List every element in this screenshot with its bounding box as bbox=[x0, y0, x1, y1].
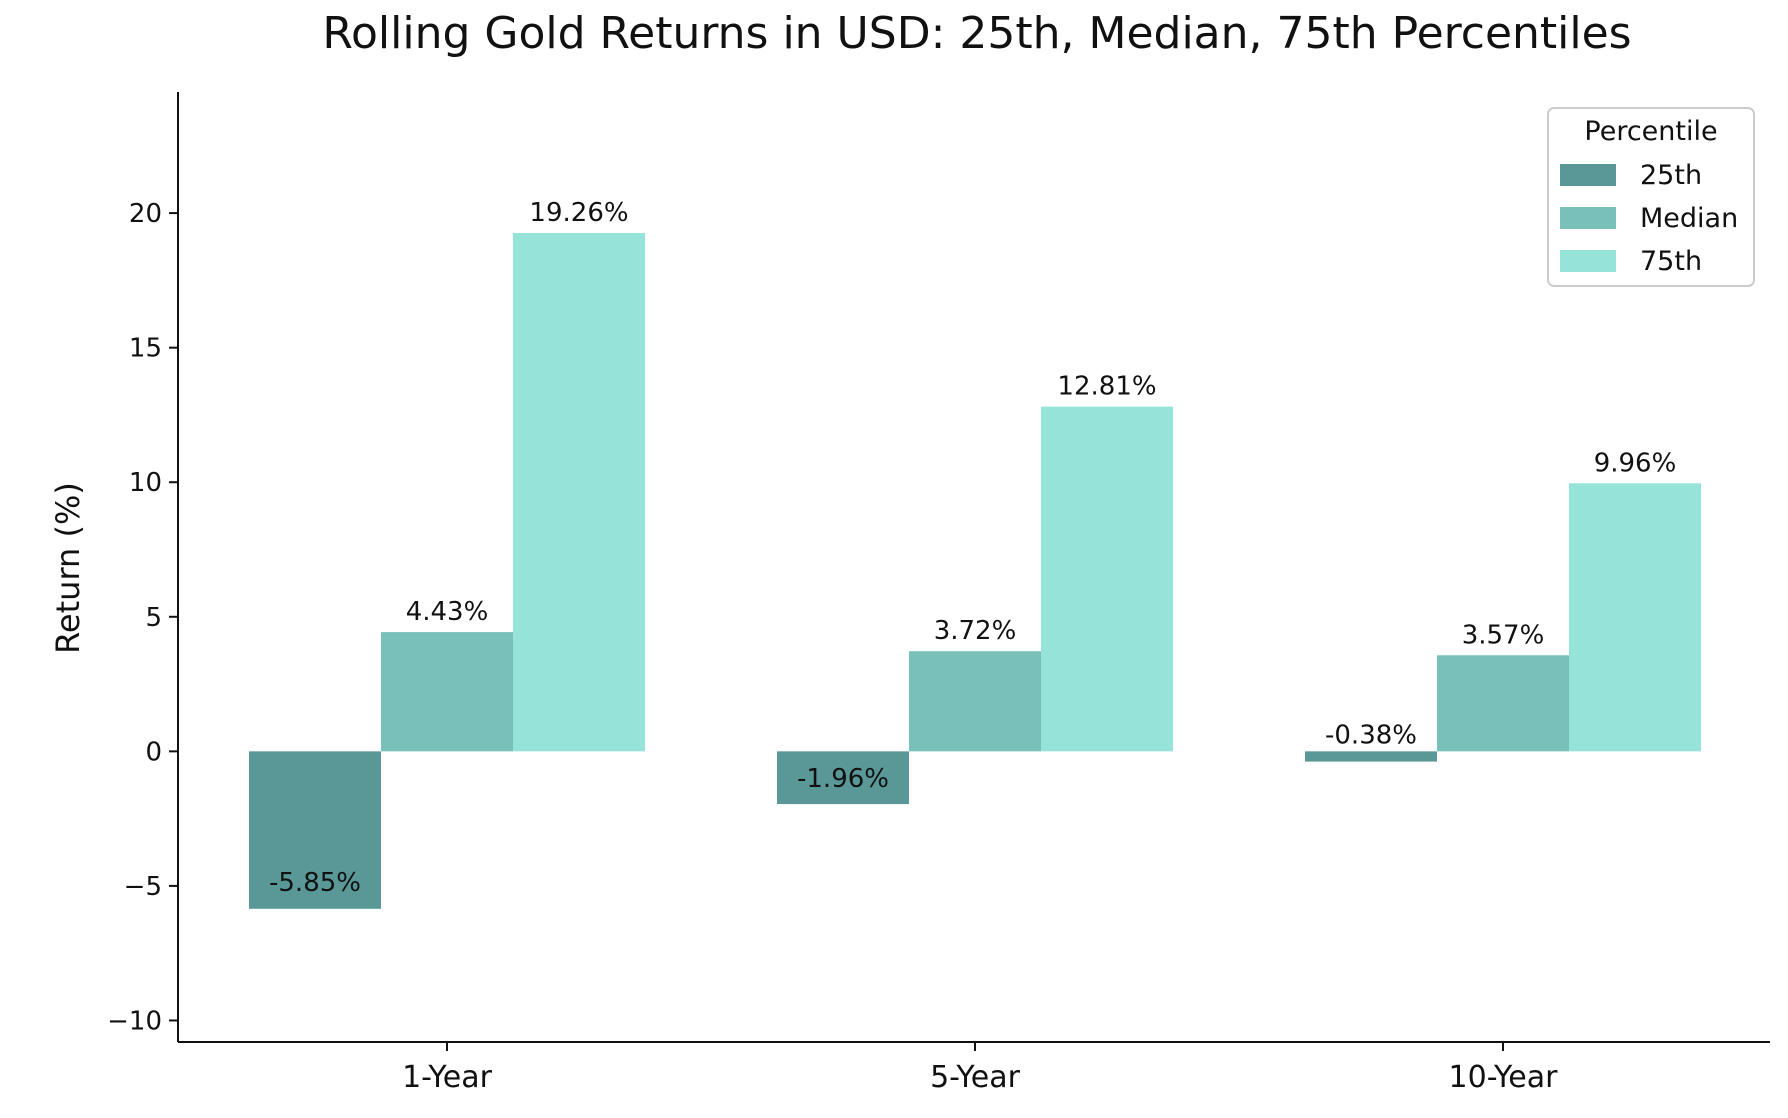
legend-box bbox=[1547, 107, 1755, 287]
legend-swatch-75th bbox=[1560, 250, 1616, 272]
y-tick-label: 0 bbox=[145, 737, 162, 767]
bar-25th bbox=[249, 751, 381, 909]
y-tick-label: 10 bbox=[129, 468, 162, 498]
bar-median bbox=[381, 632, 513, 752]
bar-value-label: -1.96% bbox=[797, 764, 889, 794]
x-tick-label: 5-Year bbox=[930, 1060, 1021, 1095]
bar-75th bbox=[1041, 406, 1173, 752]
bar-value-label: -0.38% bbox=[1325, 720, 1417, 750]
bar-value-label: -5.85% bbox=[269, 868, 361, 898]
bar-value-label: 19.26% bbox=[529, 198, 628, 228]
y-tick-label: 15 bbox=[129, 334, 162, 364]
y-tick-label: −10 bbox=[107, 1006, 162, 1036]
bar-value-label: 9.96% bbox=[1594, 448, 1677, 478]
y-tick-label: 20 bbox=[129, 199, 162, 229]
legend-label-median: Median bbox=[1640, 203, 1738, 234]
legend-swatch-median bbox=[1560, 207, 1616, 229]
bar-median bbox=[1437, 655, 1569, 752]
x-tick-label: 10-Year bbox=[1449, 1060, 1559, 1095]
bar-value-label: 12.81% bbox=[1057, 372, 1156, 402]
legend-label-75th: 75th bbox=[1640, 246, 1702, 277]
plot-area: −10 −5 0 5 10 15 20 1-Year -5.85% 4.43% 19.26% 5-Ye… bbox=[107, 92, 1770, 1095]
bar-25th bbox=[777, 751, 909, 805]
legend-swatch-25th bbox=[1560, 164, 1616, 186]
x-tick-label: 1-Year bbox=[402, 1060, 493, 1095]
bar-value-label: 4.43% bbox=[406, 597, 489, 627]
bar-median bbox=[909, 651, 1041, 752]
bar-25th bbox=[1305, 751, 1437, 762]
legend: Percentile 25th Median 75th bbox=[1547, 107, 1755, 287]
bar-75th bbox=[513, 233, 645, 752]
y-tick-label: 5 bbox=[145, 603, 162, 633]
bar-value-label: 3.72% bbox=[934, 616, 1017, 646]
legend-label-25th: 25th bbox=[1640, 160, 1702, 191]
bar-75th bbox=[1569, 483, 1701, 752]
chart-title: Rolling Gold Returns in USD: 25th, Media… bbox=[322, 8, 1631, 59]
legend-title: Percentile bbox=[1584, 116, 1717, 147]
y-axis-label: Return (%) bbox=[49, 482, 87, 654]
y-tick-label: −5 bbox=[124, 872, 162, 902]
bar-value-label: 3.57% bbox=[1462, 620, 1545, 650]
